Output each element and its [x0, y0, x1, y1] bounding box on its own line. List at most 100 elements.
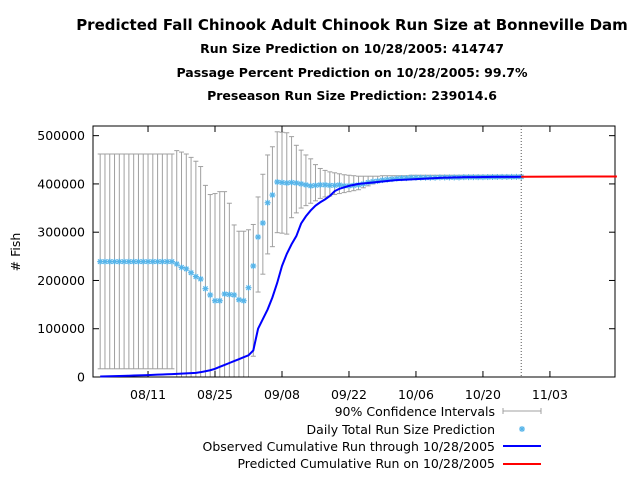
daily-prediction-point — [212, 297, 219, 304]
daily-prediction-point — [202, 285, 209, 292]
daily-prediction-point — [302, 181, 309, 188]
y-tick-label: 0 — [77, 370, 85, 385]
ci-bar — [298, 149, 304, 209]
star-stroke — [202, 286, 209, 292]
daily-prediction-point — [255, 234, 262, 241]
ci-bar — [198, 166, 204, 378]
daily-prediction-point — [178, 264, 185, 271]
daily-prediction-point — [183, 265, 190, 272]
legend-label-predicted: Predicted Cumulative Run on 10/28/2005 — [237, 456, 495, 471]
plot-frame — [92, 125, 616, 378]
ci-bar — [193, 160, 199, 378]
ci-bar — [207, 194, 213, 378]
daily-prediction-point — [240, 297, 247, 304]
star-stroke — [284, 180, 290, 186]
daily-prediction-point — [235, 296, 242, 303]
star-stroke — [312, 182, 319, 188]
star-stroke — [102, 259, 108, 265]
daily-prediction-point — [188, 269, 195, 276]
star-stroke — [207, 292, 213, 298]
daily-prediction-point — [135, 258, 142, 265]
star-stroke — [519, 426, 525, 432]
y-axis-label: # Fish — [8, 233, 23, 272]
star-stroke — [193, 273, 199, 280]
chart-title: Predicted Fall Chinook Adult Chinook Run… — [76, 16, 628, 34]
daily-prediction-point — [231, 291, 238, 298]
daily-prediction-point — [168, 258, 175, 265]
legend-sample-daily — [519, 426, 525, 432]
preseason-prediction-subtitle: Preseason Run Size Prediction: 239014.6 — [207, 88, 497, 103]
daily-prediction-point — [216, 297, 223, 304]
star-stroke — [107, 259, 113, 265]
star-stroke — [288, 179, 295, 186]
ci-bar — [303, 154, 309, 207]
legend: 90% Confidence Intervals Daily Total Run… — [202, 404, 542, 471]
daily-prediction-point — [298, 180, 305, 187]
star-stroke — [97, 259, 103, 265]
daily-prediction-point — [264, 199, 271, 206]
star-stroke — [245, 285, 252, 291]
axes: 0 100000 200000 300000 400000 500000 08/11 08/2… — [37, 125, 616, 402]
ci-bar — [250, 223, 256, 357]
star-stroke — [126, 259, 132, 265]
star-stroke — [154, 259, 161, 265]
star-stroke — [131, 259, 137, 265]
star-stroke — [121, 259, 127, 265]
ci-bar — [222, 191, 228, 378]
star-stroke — [298, 181, 304, 187]
run-size-prediction-subtitle: Run Size Prediction on 10/28/2005: 41474… — [200, 41, 504, 56]
ci-bar — [255, 196, 261, 293]
y-tick-label: 500000 — [37, 128, 85, 143]
star-stroke — [322, 182, 328, 188]
star-stroke — [336, 182, 343, 188]
ci-bar — [212, 193, 218, 378]
star-stroke — [212, 298, 218, 304]
y-tick-label: 400000 — [37, 176, 85, 191]
ci-bar — [188, 156, 194, 378]
star-stroke — [236, 297, 242, 303]
daily-prediction-point — [226, 291, 233, 298]
daily-prediction-point — [197, 276, 204, 283]
daily-prediction-point — [173, 261, 180, 268]
confidence-intervals — [97, 131, 524, 378]
daily-prediction-point — [145, 258, 152, 265]
star-stroke — [231, 292, 237, 298]
ci-bar — [289, 136, 295, 219]
ci-bar — [293, 144, 299, 214]
star-stroke — [145, 259, 151, 265]
ci-bar — [241, 230, 247, 378]
star-stroke — [183, 266, 189, 272]
star-stroke — [250, 263, 256, 269]
star-stroke — [279, 179, 285, 186]
star-stroke — [198, 276, 204, 282]
star-stroke — [140, 259, 146, 265]
star-stroke — [178, 264, 185, 271]
ci-bar — [231, 224, 237, 378]
daily-prediction-point — [192, 273, 199, 280]
star-stroke — [327, 182, 333, 188]
star-stroke — [274, 179, 280, 185]
ci-bar — [202, 184, 208, 378]
ci-bar — [226, 202, 232, 378]
star-stroke — [317, 182, 323, 188]
star-stroke — [169, 259, 175, 265]
star-stroke — [265, 200, 271, 206]
x-tick-label: 11/03 — [532, 387, 568, 402]
star-stroke — [331, 182, 338, 188]
star-stroke — [255, 234, 261, 240]
ci-bar — [308, 158, 314, 204]
star-stroke — [260, 220, 266, 226]
y-tick-label: 200000 — [37, 273, 85, 288]
daily-prediction-point — [259, 220, 266, 227]
x-tick-label: 08/25 — [197, 387, 233, 402]
daily-prediction-point — [269, 192, 276, 199]
daily-prediction-point — [293, 179, 300, 186]
star-stroke — [241, 298, 247, 304]
daily-prediction-point — [312, 182, 319, 189]
x-tick-label: 08/11 — [130, 387, 166, 402]
star-stroke — [217, 298, 223, 304]
daily-prediction-point — [307, 182, 314, 189]
star-stroke — [174, 261, 180, 267]
star-stroke — [164, 259, 170, 265]
